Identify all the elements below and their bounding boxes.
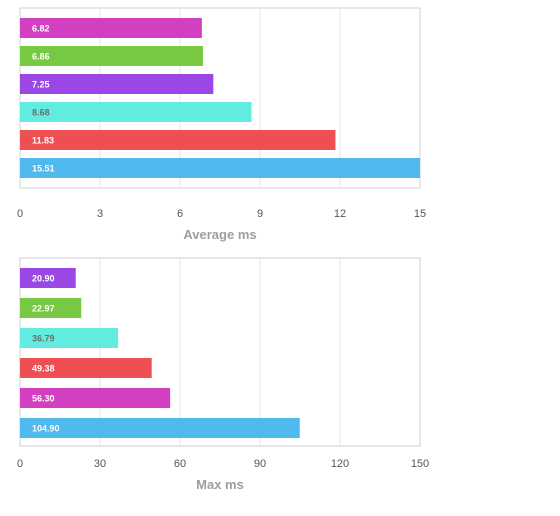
x-tick-label: 9 [257, 208, 263, 220]
bar-value-label: 104.90 [32, 424, 60, 434]
bar [20, 130, 336, 150]
plot-frame [19, 7, 421, 189]
bar-value-label: 49.38 [32, 364, 55, 374]
bar [20, 74, 214, 94]
x-tick-label: 15 [414, 208, 426, 220]
x-tick-label: 120 [331, 458, 349, 470]
bars-group: 20.90 22.97 36.79 49.38 56.30 104.90 [20, 268, 300, 438]
bar [20, 328, 119, 348]
x-axis-title: Average ms [183, 227, 256, 242]
x-axis-title: Max ms [196, 477, 244, 492]
bar [20, 46, 203, 66]
bar-value-label: 6.82 [32, 24, 50, 34]
x-tick-labels: 0 30 60 90 120 150 [17, 458, 429, 470]
x-tick-label: 30 [94, 458, 106, 470]
max-ms-chart: 20.90 22.97 36.79 49.38 56.30 104.90 0 30 60 90 1… [17, 257, 429, 492]
bar-value-label: 56.30 [32, 394, 55, 404]
x-tick-label: 60 [174, 458, 186, 470]
plot-frame [19, 257, 421, 447]
bar-value-label: 20.90 [32, 274, 55, 284]
bar [20, 158, 420, 178]
x-tick-label: 0 [17, 208, 23, 220]
bar [20, 18, 202, 38]
bar [20, 102, 252, 122]
bar [20, 298, 82, 318]
bar-value-label: 8.68 [32, 108, 50, 118]
x-tick-label: 0 [17, 458, 23, 470]
bar [20, 268, 76, 288]
x-tick-label: 12 [334, 208, 346, 220]
bar-value-label: 11.83 [32, 136, 54, 146]
bar-value-label: 6.86 [32, 52, 50, 62]
x-tick-labels: 0 3 6 9 12 15 [17, 208, 426, 220]
bar [20, 418, 300, 438]
x-tick-label: 90 [254, 458, 266, 470]
x-tick-label: 3 [97, 208, 103, 220]
x-tick-label: 150 [411, 458, 429, 470]
bars-group: 6.82 6.86 7.25 8.68 11.83 15.51 [20, 18, 420, 178]
bar [20, 388, 171, 408]
bar-value-label: 22.97 [32, 304, 55, 314]
x-tick-label: 6 [177, 208, 183, 220]
bar-value-label: 36.79 [32, 334, 55, 344]
grid-lines [99, 258, 341, 446]
bar [20, 358, 152, 378]
bar-value-label: 7.25 [32, 80, 50, 90]
average-ms-chart: 6.82 6.86 7.25 8.68 11.83 15.51 0 3 6 9 12 15 Aver… [17, 7, 426, 242]
bar-value-label: 15.51 [32, 164, 55, 174]
